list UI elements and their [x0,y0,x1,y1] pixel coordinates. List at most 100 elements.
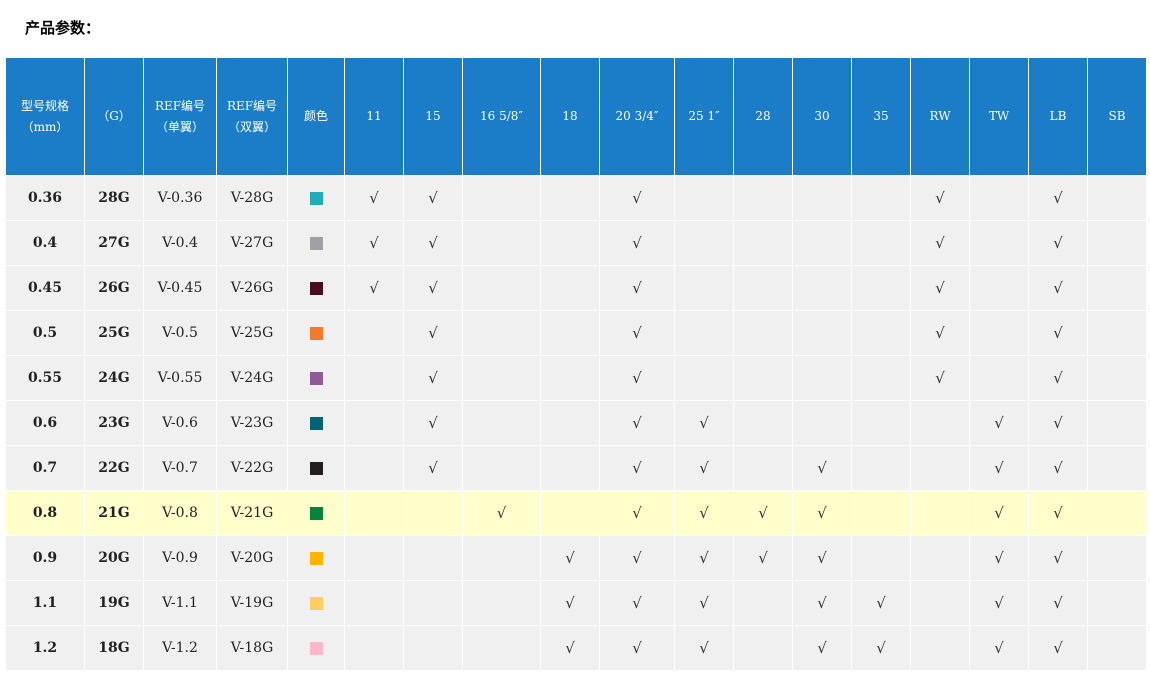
availability-cell [1087,310,1147,356]
availability-cell [792,265,852,311]
ref-single-cell: V-1.2 [143,625,217,671]
table-row: 1.1 19G V-1.1 V-19G √ √ √ √ √ √ √ [5,580,1147,626]
availability-cell [462,400,541,446]
availability-cell: √ [403,175,463,221]
check-icon: √ [428,369,438,387]
column-header: 16 5/8″ [462,57,541,176]
header-row: 型号规格 （mm） （G） REF编号 （单翼） REF编号 （双翼） 颜色 11 15 16 5/… [5,57,1147,176]
availability-cell [344,580,404,626]
availability-cell: √ [792,625,852,671]
availability-cell: √ [910,220,970,266]
table-row: 0.8 21G V-0.8 V-21G √ √ √ √ √ √ √ [5,490,1147,536]
availability-cell: √ [599,310,675,356]
check-icon: √ [699,549,709,567]
check-icon: √ [817,549,827,567]
check-icon: √ [994,459,1004,477]
availability-cell [969,175,1029,221]
availability-cell [462,175,541,221]
availability-cell [910,625,970,671]
availability-cell [1087,175,1147,221]
availability-cell: √ [344,220,404,266]
check-icon: √ [565,549,575,567]
size-cell: 0.7 [5,445,85,491]
availability-cell [674,310,734,356]
availability-cell: √ [403,400,463,446]
check-icon: √ [699,594,709,612]
gauge-cell: 27G [84,220,144,266]
column-header: 型号规格 （mm） [5,57,85,176]
size-cell: 0.55 [5,355,85,401]
availability-cell [462,355,541,401]
availability-cell [733,445,793,491]
availability-cell [910,535,970,581]
availability-cell: √ [733,535,793,581]
availability-cell: √ [403,445,463,491]
check-icon: √ [428,414,438,432]
check-icon: √ [994,549,1004,567]
availability-cell [733,310,793,356]
ref-single-cell: V-0.5 [143,310,217,356]
availability-cell: √ [1028,220,1088,266]
gauge-cell: 23G [84,400,144,446]
availability-cell [674,175,734,221]
availability-cell [733,355,793,401]
availability-cell [403,580,463,626]
check-icon: √ [817,639,827,657]
color-cell [287,535,345,581]
size-cell: 0.5 [5,310,85,356]
check-icon: √ [994,639,1004,657]
check-icon: √ [1053,549,1063,567]
gauge-cell: 22G [84,445,144,491]
table-row: 0.5 25G V-0.5 V-25G √ √ √ √ [5,310,1147,356]
availability-cell [851,265,911,311]
ref-single-cell: V-0.55 [143,355,217,401]
availability-cell [851,310,911,356]
availability-cell [344,400,404,446]
color-swatch [309,641,323,655]
availability-cell: √ [540,580,600,626]
color-cell [287,490,345,536]
check-icon: √ [632,414,642,432]
availability-cell [910,445,970,491]
availability-cell: √ [599,265,675,311]
availability-cell [540,490,600,536]
availability-cell [792,355,852,401]
table-row: 0.7 22G V-0.7 V-22G √ √ √ √ √ √ [5,445,1147,491]
availability-cell: √ [969,580,1029,626]
availability-cell: √ [792,445,852,491]
color-cell [287,355,345,401]
availability-cell [344,535,404,581]
availability-cell [462,445,541,491]
check-icon: √ [1053,369,1063,387]
size-cell: 1.2 [5,625,85,671]
availability-cell: √ [969,490,1029,536]
check-icon: √ [1053,279,1063,297]
availability-cell [344,490,404,536]
availability-cell: √ [674,625,734,671]
size-cell: 0.6 [5,400,85,446]
check-icon: √ [994,594,1004,612]
availability-cell [674,355,734,401]
availability-cell: √ [910,310,970,356]
color-cell [287,310,345,356]
availability-cell: √ [674,580,734,626]
check-icon: √ [565,594,575,612]
availability-cell: √ [599,580,675,626]
check-icon: √ [1053,459,1063,477]
availability-cell [540,400,600,446]
check-icon: √ [817,459,827,477]
availability-cell [792,220,852,266]
availability-cell: √ [969,445,1029,491]
availability-cell [851,355,911,401]
color-swatch [309,551,323,565]
availability-cell: √ [599,355,675,401]
color-cell [287,220,345,266]
availability-cell: √ [403,310,463,356]
availability-cell [851,490,911,536]
size-cell: 0.9 [5,535,85,581]
availability-cell: √ [1028,535,1088,581]
check-icon: √ [369,279,379,297]
availability-cell [733,580,793,626]
ref-double-cell: V-23G [216,400,288,446]
check-icon: √ [428,279,438,297]
